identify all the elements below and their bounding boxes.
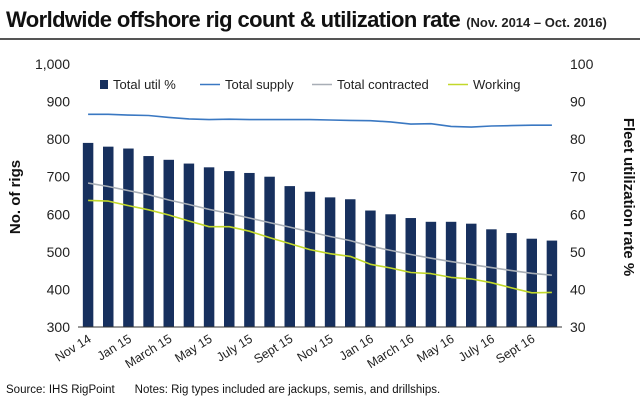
legend-label: Working: [473, 77, 520, 92]
line-total-supply: [88, 113, 552, 128]
chart-title: Worldwide offshore rig count & utilizati…: [6, 7, 461, 32]
y-tick-label-left: 500: [47, 244, 71, 260]
right-axis-ticks: 30 40 50 60 70 80 90 100: [570, 56, 594, 335]
util-bar: [203, 167, 215, 327]
rig-count-chart: 300 400 500 600 700 800 900 1,000 30 40 50 60 70 80 9…: [7, 56, 637, 372]
util-bar: [486, 229, 497, 327]
util-bar: [466, 223, 477, 327]
x-tick-label: Sept 15: [251, 332, 295, 367]
legend-label: Total util %: [113, 77, 176, 92]
y-tick-label-left: 1,000: [35, 56, 70, 72]
x-tick-label: Sept 16: [493, 332, 537, 367]
util-bar: [345, 199, 356, 327]
util-bar: [82, 142, 94, 327]
legend: Total util % Total supply Total contracted…: [100, 77, 520, 92]
line-working: [88, 199, 552, 294]
legend-swatch: [100, 80, 108, 89]
y-tick-label-right: 90: [570, 94, 586, 110]
legend-label: Total supply: [225, 77, 294, 92]
util-bar: [244, 172, 255, 327]
util-bar: [385, 214, 396, 327]
y-axis-title-left: No. of rigs: [7, 160, 24, 234]
util-bar: [143, 156, 154, 327]
chart-title-bar: Worldwide offshore rig count & utilizati…: [0, 0, 640, 40]
util-bar: [526, 238, 537, 327]
util-bar: [123, 148, 134, 327]
x-tick-label: July 16: [456, 332, 497, 365]
x-tick-label: May 16: [414, 332, 456, 366]
x-tick-label: Nov 15: [295, 332, 336, 365]
util-bar: [163, 159, 174, 327]
y-tick-label-right: 70: [570, 169, 586, 185]
util-bar: [103, 146, 114, 327]
x-tick-label: March 15: [123, 332, 175, 372]
source-note: Source: IHS RigPoint: [6, 384, 115, 396]
x-tick-label: May 15: [172, 332, 214, 366]
y-tick-label-left: 700: [47, 169, 71, 185]
legend-label: Total contracted: [337, 77, 429, 92]
y-tick-label-left: 900: [47, 94, 71, 110]
chart-subtitle: (Nov. 2014 – Oct. 2016): [466, 15, 607, 30]
y-axis-title-right: Fleet utilization rate %: [620, 118, 637, 276]
util-bar: [304, 191, 316, 327]
x-tick-label: July 15: [214, 332, 255, 365]
line-total-contracted: [87, 182, 552, 276]
y-tick-label-right: 80: [570, 131, 586, 147]
util-bar: [324, 197, 336, 327]
util-bar: [546, 240, 558, 327]
series-lines: [87, 113, 552, 294]
y-tick-label-left: 300: [47, 319, 71, 335]
y-tick-label-right: 40: [570, 281, 586, 297]
left-axis-ticks: 300 400 500 600 700 800 900 1,000: [35, 56, 70, 335]
y-tick-label-right: 60: [570, 206, 586, 222]
util-bar: [284, 186, 295, 327]
notes-text: Notes: Rig types included are jackups, s…: [134, 384, 441, 396]
util-bar: [445, 221, 457, 327]
util-bar: [506, 233, 517, 327]
y-tick-label-left: 400: [47, 281, 71, 297]
util-bar: [183, 163, 195, 327]
util-bar: [365, 210, 376, 327]
x-tick-label: Nov 14: [53, 332, 94, 365]
y-tick-label-right: 30: [570, 319, 586, 335]
util-bar: [224, 171, 235, 327]
util-bar: [264, 176, 275, 327]
y-tick-label-left: 600: [47, 206, 71, 222]
y-tick-label-left: 800: [47, 131, 71, 147]
x-tick-label: March 16: [365, 332, 417, 372]
y-tick-label-right: 50: [570, 244, 586, 260]
footer: Source: IHS RigPoint Notes: Rig types inc…: [6, 384, 634, 396]
y-tick-label-right: 100: [570, 56, 594, 72]
